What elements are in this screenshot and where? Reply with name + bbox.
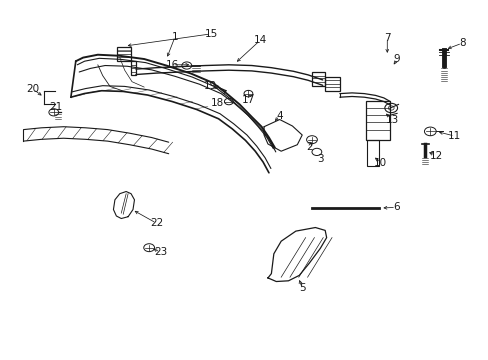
Text: 1: 1 [171,32,178,42]
Text: 4: 4 [276,111,283,121]
Text: 18: 18 [210,98,224,108]
Text: 12: 12 [428,150,442,161]
Text: 3: 3 [316,154,323,165]
Text: 5: 5 [298,283,305,293]
Text: 10: 10 [373,158,386,168]
Text: 8: 8 [458,38,465,48]
Text: 22: 22 [149,218,163,228]
Text: 23: 23 [153,247,167,257]
Text: 11: 11 [447,131,461,141]
Text: 13: 13 [385,114,398,125]
Text: 9: 9 [393,54,400,64]
Text: 15: 15 [204,29,218,39]
Text: 21: 21 [49,102,63,112]
Text: 6: 6 [392,202,399,212]
Text: 16: 16 [165,60,179,70]
Text: 7: 7 [383,33,390,43]
Text: 19: 19 [203,81,217,91]
Text: 14: 14 [253,35,266,45]
Text: 20: 20 [27,84,40,94]
Polygon shape [267,228,326,282]
Text: 17: 17 [241,95,255,105]
Text: 2: 2 [306,142,313,152]
